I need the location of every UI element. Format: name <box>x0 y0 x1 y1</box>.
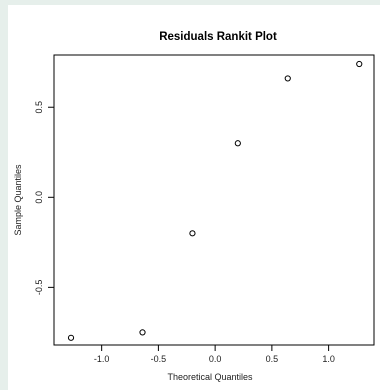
data-point <box>139 329 146 336</box>
x-tick-label: 1.0 <box>322 354 335 364</box>
rankit-chart: Residuals Rankit Plot -1.0 -0.5 0.0 0.5 1.0 … <box>13 31 375 382</box>
data-point <box>234 140 241 147</box>
data-point <box>67 334 75 341</box>
y-tick-label: 0.0 <box>34 191 44 204</box>
y-axis-label: Sample Quantiles <box>13 164 23 236</box>
plot-area <box>53 54 375 346</box>
data-points <box>67 60 363 341</box>
data-point <box>189 230 196 237</box>
data-point <box>356 60 363 68</box>
x-tick-label: -1.0 <box>94 354 110 364</box>
y-axis: -0.5 0.0 0.5 <box>34 101 54 295</box>
x-axis-label: Theoretical Quantiles <box>167 372 253 382</box>
chart-title: Residuals Rankit Plot <box>159 31 277 43</box>
y-tick-label: 0.5 <box>34 101 44 114</box>
y-tick-label: -0.5 <box>34 280 44 296</box>
x-tick-label: 0.5 <box>266 354 279 364</box>
x-axis: -1.0 -0.5 0.0 0.5 1.0 <box>94 345 335 364</box>
x-tick-label: 0.0 <box>209 354 222 364</box>
data-point <box>284 75 291 82</box>
plot-window: Residuals Rankit Plot -1.0 -0.5 0.0 0.5 1.0 … <box>8 5 380 390</box>
x-tick-label: -0.5 <box>151 354 167 364</box>
